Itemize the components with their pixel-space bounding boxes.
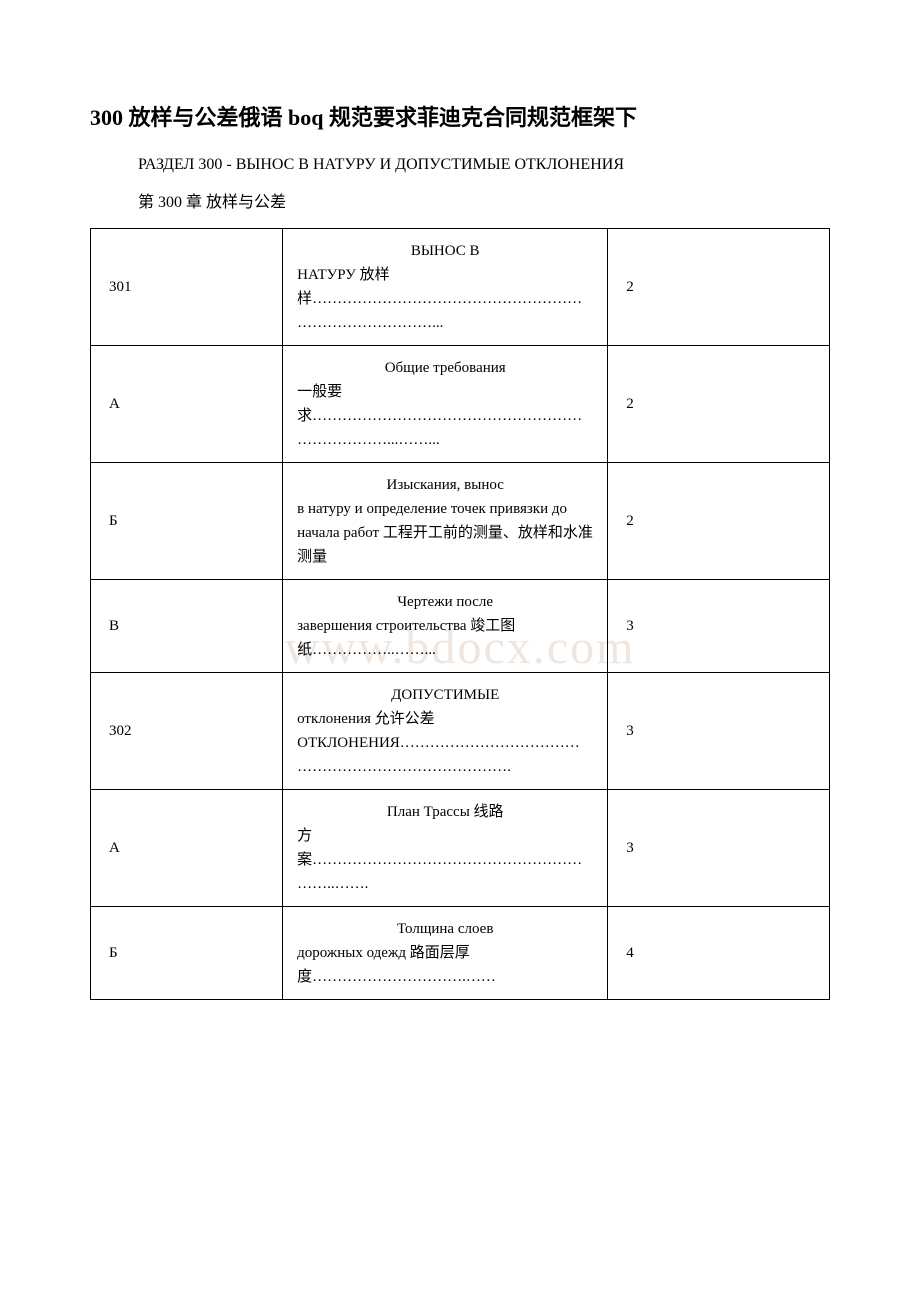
desc-body: в натуру и определение точек привязки до… [297, 497, 593, 569]
row-page: 2 [608, 229, 830, 346]
desc-body: НАТУРУ 放样样………………………………………………………………………... [297, 263, 593, 335]
row-description: Общие требования 一般要求…………………………………………………… [283, 346, 608, 463]
contents-table: 301 ВЫНОС В НАТУРУ 放样样………………………………………………… [90, 228, 830, 1000]
table-row: А План Трассы 线路 方案…………………………………………………….… [91, 790, 830, 907]
desc-head: Общие требования [297, 356, 593, 380]
subtitle-russian: РАЗДЕЛ 300 - ВЫНОС В НАТУРУ И ДОПУСТИМЫЕ… [90, 156, 830, 174]
desc-head: ДОПУСТИМЫЕ [297, 683, 593, 707]
row-code: А [91, 346, 283, 463]
row-description: ВЫНОС В НАТУРУ 放样样…………………………………………………………… [283, 229, 608, 346]
desc-head: ВЫНОС В [297, 239, 593, 263]
desc-head: Изыскания, вынос [297, 473, 593, 497]
table-row: 302 ДОПУСТИМЫЕ отклонения 允许公差ОТКЛОНЕНИЯ… [91, 673, 830, 790]
row-code: Б [91, 907, 283, 1000]
row-description: ДОПУСТИМЫЕ отклонения 允许公差ОТКЛОНЕНИЯ…………… [283, 673, 608, 790]
subtitle-chinese: 第 300 章 放样与公差 [90, 188, 830, 212]
desc-body: отклонения 允许公差ОТКЛОНЕНИЯ………………………………………… [297, 707, 593, 779]
row-code: Б [91, 463, 283, 580]
desc-head: План Трассы 线路 [297, 800, 593, 824]
row-description: Изыскания, вынос в натуру и определение … [283, 463, 608, 580]
document-title: 300 放样与公差俄语 boq 规范要求菲迪克合同规范框架下 [90, 100, 830, 132]
desc-body: 方案……………………………………………………..……. [297, 824, 593, 896]
row-page: 4 [608, 907, 830, 1000]
row-description: Толщина слоев дорожных одежд 路面层厚度………………… [283, 907, 608, 1000]
desc-body: завершения строительства 竣工图纸……………..……..… [297, 614, 593, 662]
desc-body: 一般要求………………………………………………………………...……... [297, 380, 593, 452]
table-row: А Общие требования 一般要求……………………………………………… [91, 346, 830, 463]
row-page: 3 [608, 673, 830, 790]
desc-head: Толщина слоев [297, 917, 593, 941]
row-description: План Трассы 线路 方案……………………………………………………..…… [283, 790, 608, 907]
row-page: 2 [608, 346, 830, 463]
table-row: Б Изыскания, вынос в натуру и определени… [91, 463, 830, 580]
table-row: В Чертежи после завершения строительства… [91, 580, 830, 673]
row-page: 2 [608, 463, 830, 580]
row-code: А [91, 790, 283, 907]
row-page: 3 [608, 580, 830, 673]
table-row: Б Толщина слоев дорожных одежд 路面层厚度…………… [91, 907, 830, 1000]
row-page: 3 [608, 790, 830, 907]
row-code: В [91, 580, 283, 673]
table-row: 301 ВЫНОС В НАТУРУ 放样样………………………………………………… [91, 229, 830, 346]
document-content: 300 放样与公差俄语 boq 规范要求菲迪克合同规范框架下 РАЗДЕЛ 30… [90, 100, 830, 1000]
row-description: Чертежи после завершения строительства 竣… [283, 580, 608, 673]
row-code: 302 [91, 673, 283, 790]
desc-body: дорожных одежд 路面层厚度………………………….…… [297, 941, 593, 989]
desc-head: Чертежи после [297, 590, 593, 614]
row-code: 301 [91, 229, 283, 346]
